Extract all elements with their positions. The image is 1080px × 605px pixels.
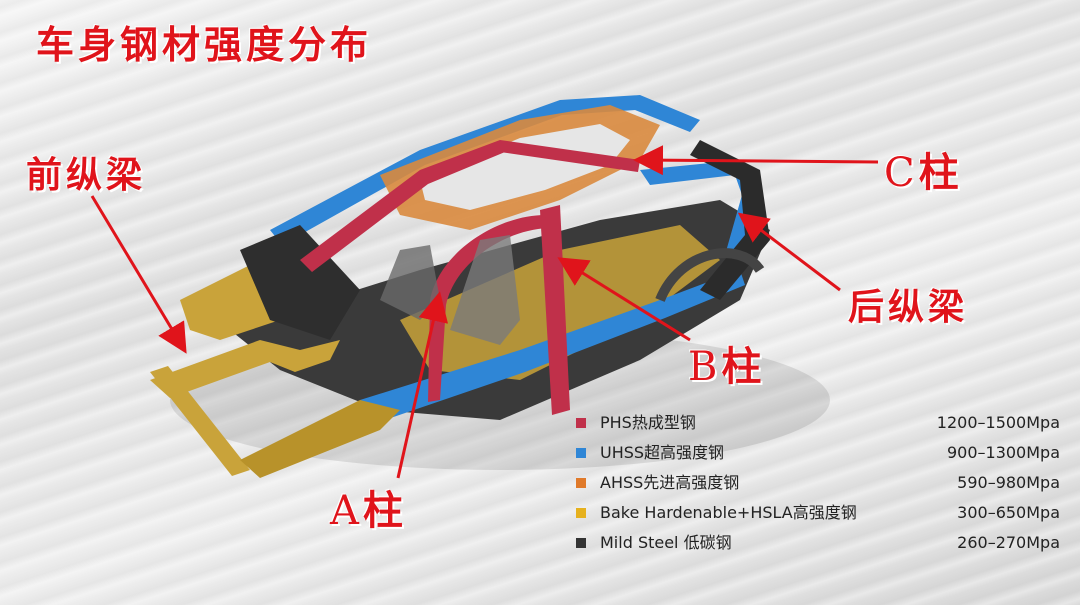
legend-name-uhss: UHSS超高强度钢 <box>600 443 725 462</box>
rear-wheel-arch <box>655 248 765 303</box>
legend-range-mild: 260–270Mpa <box>957 533 1060 552</box>
front-seat <box>450 235 520 345</box>
label-front-rail: 前纵梁 <box>26 155 147 196</box>
legend-row-uhss: UHSS超高强度钢 900–1300Mpa <box>570 438 1070 468</box>
label-b-suffix: 柱 <box>721 344 766 390</box>
label-b-letter: B <box>688 344 722 390</box>
label-c-suffix: 柱 <box>918 150 963 196</box>
label-a-suffix: 柱 <box>362 488 407 534</box>
legend-name-phs: PHS热成型钢 <box>600 413 696 432</box>
label-c-pillar: C柱 <box>884 140 963 198</box>
front-lower-rail-yellow <box>240 400 400 478</box>
roof-bow-red <box>500 140 640 172</box>
legend-name-ahss: AHSS先进高强度钢 <box>600 473 740 492</box>
legend-swatch-mild <box>576 538 586 548</box>
label-a-letter: A <box>330 488 363 534</box>
legend-range-phs: 1200–1500Mpa <box>936 413 1060 432</box>
legend-row-phs: PHS热成型钢 1200–1500Mpa <box>570 408 1070 438</box>
arrow-a-pillar <box>396 291 449 479</box>
legend-range-ahss: 590–980Mpa <box>957 473 1060 492</box>
arrow-b-pillar <box>557 257 691 342</box>
front-apron-dark <box>240 225 360 340</box>
legend-range-uhss: 900–1300Mpa <box>946 443 1060 462</box>
legend-name-mild: Mild Steel 低碳钢 <box>600 533 732 552</box>
diagram-title: 车身钢材强度分布 <box>36 23 373 67</box>
label-c-letter: C <box>884 150 919 196</box>
arrow-front-rail <box>90 195 187 354</box>
legend-swatch-uhss <box>576 448 586 458</box>
roof-rail-blue <box>270 95 700 245</box>
arrow-c-pillar <box>633 145 879 176</box>
legend-row-bh-hsla: Bake Hardenable+HSLA高强度钢 300–650Mpa <box>570 498 1070 528</box>
legend-swatch-bh-hsla <box>576 508 586 518</box>
label-a-pillar: A柱 <box>330 478 407 536</box>
legend-row-mild: Mild Steel 低碳钢 260–270Mpa <box>570 528 1070 558</box>
steel-legend: PHS热成型钢 1200–1500Mpa UHSS超高强度钢 900–1300M… <box>570 408 1070 558</box>
front-crossbar-yellow <box>150 366 250 476</box>
legend-swatch-phs <box>576 418 586 428</box>
a-pillar-red <box>300 140 505 272</box>
label-rear-rail: 后纵梁 <box>848 287 969 328</box>
legend-range-bh-hsla: 300–650Mpa <box>957 503 1060 522</box>
legend-name-bh-hsla: Bake Hardenable+HSLA高强度钢 <box>600 503 857 522</box>
legend-swatch-ahss <box>576 478 586 488</box>
front-rail-yellow <box>150 340 340 398</box>
roof-opening <box>420 124 630 210</box>
arrow-rear-rail <box>737 212 841 292</box>
legend-row-ahss: AHSS先进高强度钢 590–980Mpa <box>570 468 1070 498</box>
door-ring-red <box>428 215 548 402</box>
label-b-pillar: B柱 <box>688 334 765 392</box>
